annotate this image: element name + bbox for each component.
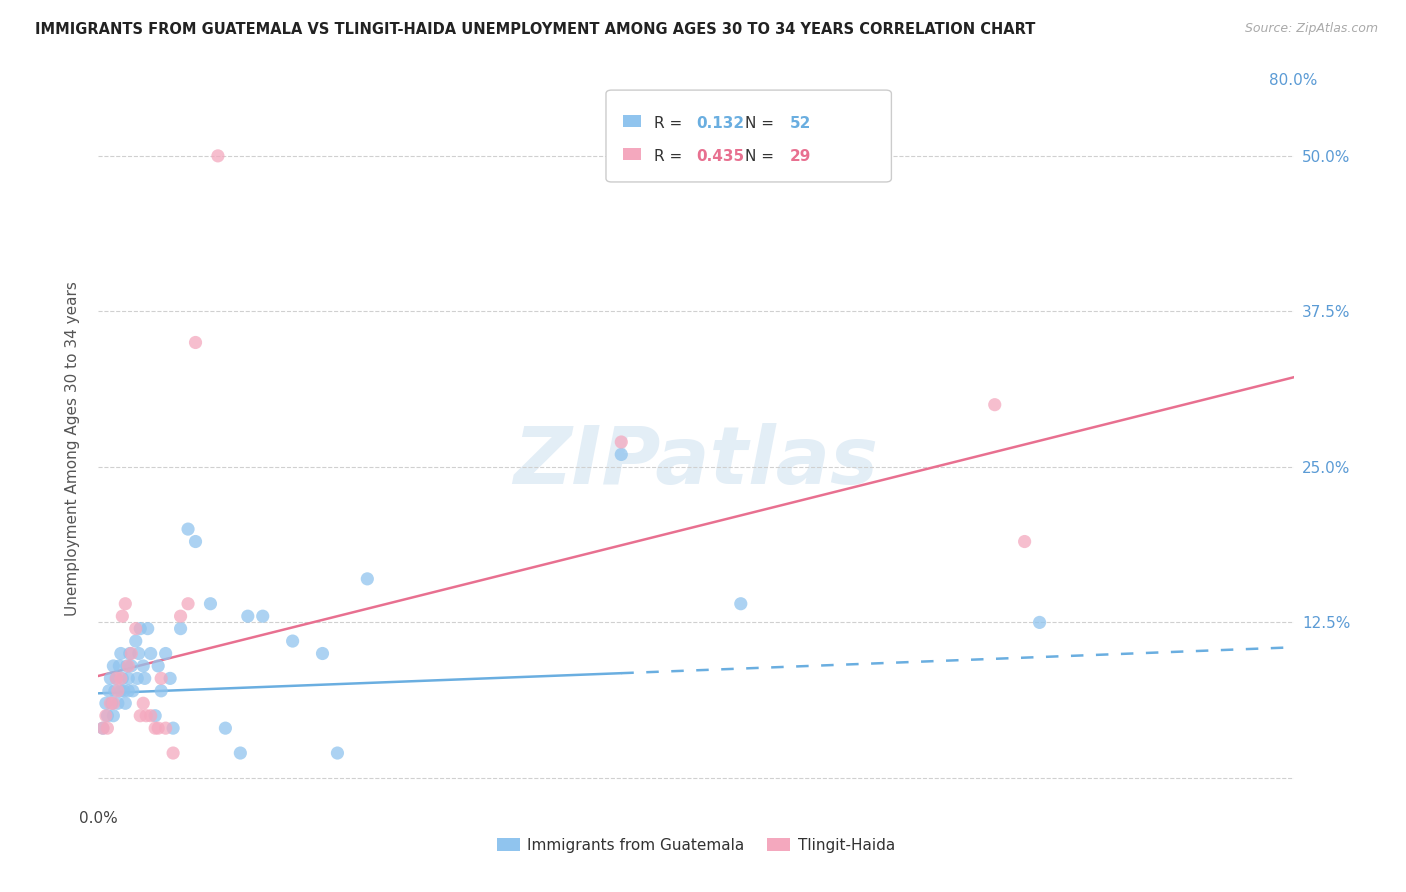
Text: 52: 52 [790, 116, 811, 131]
Point [117, 659, 139, 673]
Point [121, 683, 143, 698]
Point [97, 683, 120, 698]
Point [120, 659, 142, 673]
Point [110, 647, 132, 661]
Point [135, 708, 157, 723]
Point [105, 672, 128, 686]
Text: ZIPatlas: ZIPatlas [513, 424, 879, 501]
Point [143, 721, 166, 735]
Text: R =: R = [654, 149, 688, 164]
Point [108, 659, 131, 673]
Point [94, 708, 117, 723]
Point [984, 398, 1007, 412]
Point [96, 721, 118, 735]
Point [125, 634, 148, 648]
Point [356, 572, 378, 586]
Point [139, 708, 162, 723]
Point [94, 696, 117, 710]
Text: 0.132: 0.132 [696, 116, 744, 131]
Y-axis label: Unemployment Among Ages 30 to 34 years: Unemployment Among Ages 30 to 34 years [65, 281, 80, 615]
Point [136, 622, 159, 636]
Text: 0.435: 0.435 [696, 149, 744, 164]
Point [107, 683, 129, 698]
Point [96, 708, 118, 723]
Point [169, 609, 191, 624]
Text: N =: N = [745, 116, 779, 131]
Point [103, 708, 125, 723]
Text: Source: ZipAtlas.com: Source: ZipAtlas.com [1244, 22, 1378, 36]
Text: 29: 29 [790, 149, 811, 164]
Point [103, 696, 125, 710]
Point [236, 609, 259, 624]
Point [110, 672, 132, 686]
Point [117, 672, 139, 686]
Point [169, 622, 191, 636]
Text: N =: N = [745, 149, 779, 164]
Point [177, 597, 200, 611]
Point [148, 721, 170, 735]
Point [1028, 615, 1050, 630]
Point [155, 647, 177, 661]
Point [91, 721, 114, 735]
Point [214, 721, 236, 735]
Point [252, 609, 274, 624]
Point [610, 447, 633, 461]
Point [162, 746, 184, 760]
Point [125, 622, 148, 636]
Point [1014, 534, 1036, 549]
Point [159, 672, 181, 686]
Text: R =: R = [654, 116, 688, 131]
Point [207, 149, 229, 163]
Point [110, 683, 132, 698]
Point [114, 597, 136, 611]
Point [98, 672, 122, 686]
Point [200, 597, 222, 611]
Point [111, 609, 134, 624]
Legend: Immigrants from Guatemala, Tlingit-Haida: Immigrants from Guatemala, Tlingit-Haida [491, 831, 901, 859]
Point [134, 672, 156, 686]
Point [610, 435, 633, 450]
Point [98, 696, 122, 710]
Point [148, 659, 170, 673]
Point [115, 659, 138, 673]
Point [311, 647, 333, 661]
Point [150, 683, 173, 698]
Point [155, 721, 177, 735]
Point [91, 721, 114, 735]
Point [143, 708, 166, 723]
Point [118, 647, 141, 661]
Point [112, 683, 135, 698]
Point [129, 622, 152, 636]
Point [120, 647, 142, 661]
Point [150, 672, 173, 686]
Point [184, 534, 207, 549]
Point [281, 634, 304, 648]
Point [162, 721, 184, 735]
Point [114, 696, 136, 710]
Point [107, 696, 129, 710]
Point [132, 696, 155, 710]
Text: IMMIGRANTS FROM GUATEMALA VS TLINGIT-HAIDA UNEMPLOYMENT AMONG AGES 30 TO 34 YEAR: IMMIGRANTS FROM GUATEMALA VS TLINGIT-HAI… [35, 22, 1036, 37]
Point [132, 659, 155, 673]
Point [730, 597, 752, 611]
Point [101, 696, 124, 710]
Point [184, 335, 207, 350]
Point [326, 746, 349, 760]
Point [129, 708, 152, 723]
Point [103, 659, 125, 673]
Point [177, 522, 200, 536]
Point [229, 746, 252, 760]
Point [139, 647, 162, 661]
Point [117, 683, 139, 698]
Point [104, 683, 127, 698]
Point [105, 672, 128, 686]
Point [128, 647, 150, 661]
Point [111, 672, 134, 686]
Point [127, 672, 149, 686]
